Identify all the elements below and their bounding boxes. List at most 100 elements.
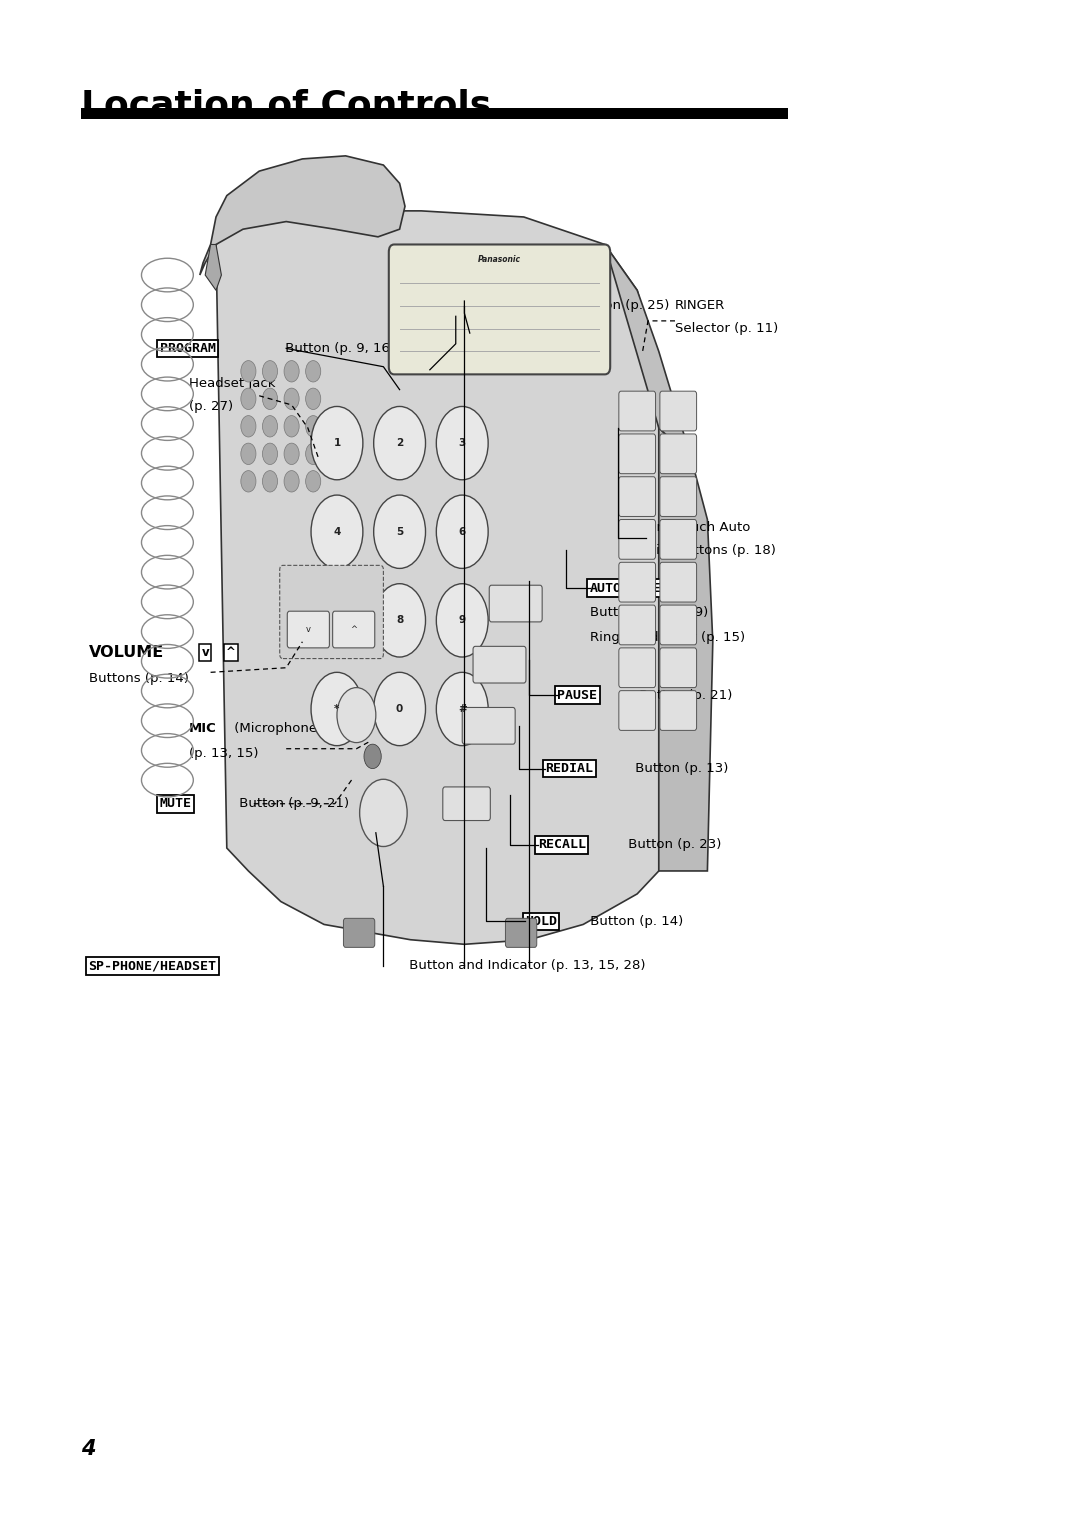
Circle shape: [284, 471, 299, 492]
Text: #: #: [458, 704, 467, 714]
Text: Display (p. 5): Display (p. 5): [437, 287, 526, 299]
Text: RINGER: RINGER: [675, 299, 726, 312]
FancyBboxPatch shape: [333, 611, 375, 648]
Text: AUTO/LOWER: AUTO/LOWER: [590, 582, 670, 594]
Circle shape: [311, 406, 363, 480]
Polygon shape: [659, 428, 713, 871]
Circle shape: [306, 471, 321, 492]
Circle shape: [262, 443, 278, 465]
Text: Button (p. 21): Button (p. 21): [635, 689, 732, 701]
Text: DIAL LOCK: DIAL LOCK: [435, 299, 508, 312]
Text: Dial Buttons (p. 18): Dial Buttons (p. 18): [646, 544, 775, 556]
Text: SP-PHONE/HEADSET: SP-PHONE/HEADSET: [89, 960, 217, 972]
FancyBboxPatch shape: [462, 707, 515, 744]
Text: ^: ^: [350, 625, 356, 634]
FancyBboxPatch shape: [619, 562, 656, 602]
Circle shape: [262, 361, 278, 382]
Text: 1: 1: [334, 439, 340, 448]
Circle shape: [284, 388, 299, 410]
Text: Ringer Indicator (p. 15): Ringer Indicator (p. 15): [590, 631, 745, 643]
Text: 7: 7: [334, 616, 340, 625]
Text: REDIAL: REDIAL: [545, 762, 593, 775]
FancyBboxPatch shape: [619, 391, 656, 431]
FancyBboxPatch shape: [389, 244, 610, 374]
Circle shape: [311, 672, 363, 746]
Circle shape: [311, 584, 363, 657]
Text: PAUSE: PAUSE: [557, 689, 597, 701]
Polygon shape: [605, 244, 691, 458]
Text: Headset Jack: Headset Jack: [189, 377, 275, 390]
Text: Button (p. 14): Button (p. 14): [586, 915, 684, 927]
FancyBboxPatch shape: [287, 611, 329, 648]
Circle shape: [262, 388, 278, 410]
FancyBboxPatch shape: [619, 691, 656, 730]
Text: PROGRAM: PROGRAM: [160, 342, 216, 354]
Text: ^: ^: [226, 646, 237, 659]
FancyBboxPatch shape: [619, 477, 656, 516]
Circle shape: [374, 672, 426, 746]
FancyBboxPatch shape: [660, 605, 697, 645]
Text: One-Touch Auto: One-Touch Auto: [646, 521, 751, 533]
Circle shape: [436, 672, 488, 746]
Text: 0: 0: [396, 704, 403, 714]
FancyBboxPatch shape: [280, 565, 383, 659]
Text: Button (p. 9, 21): Button (p. 9, 21): [235, 798, 350, 810]
Circle shape: [364, 744, 381, 769]
Polygon shape: [200, 156, 405, 275]
FancyBboxPatch shape: [660, 391, 697, 431]
Circle shape: [241, 416, 256, 437]
FancyBboxPatch shape: [619, 434, 656, 474]
Circle shape: [374, 406, 426, 480]
Text: (p. 27): (p. 27): [189, 400, 233, 413]
FancyBboxPatch shape: [443, 787, 490, 821]
Text: (p. 13, 15): (p. 13, 15): [189, 747, 258, 759]
FancyBboxPatch shape: [660, 691, 697, 730]
FancyBboxPatch shape: [660, 648, 697, 688]
Text: Button (p. 23): Button (p. 23): [624, 839, 721, 851]
Circle shape: [241, 361, 256, 382]
FancyBboxPatch shape: [81, 108, 788, 119]
Circle shape: [284, 416, 299, 437]
FancyBboxPatch shape: [619, 520, 656, 559]
Text: Button (p. 13): Button (p. 13): [631, 762, 728, 775]
Text: 6: 6: [459, 527, 465, 536]
Circle shape: [374, 584, 426, 657]
Text: 4: 4: [81, 1438, 95, 1459]
Circle shape: [284, 443, 299, 465]
FancyBboxPatch shape: [660, 520, 697, 559]
Text: 4: 4: [334, 527, 340, 536]
Circle shape: [241, 471, 256, 492]
FancyBboxPatch shape: [619, 648, 656, 688]
Text: Button (p. 25): Button (p. 25): [572, 299, 670, 312]
Circle shape: [306, 443, 321, 465]
FancyBboxPatch shape: [343, 918, 375, 947]
Circle shape: [262, 471, 278, 492]
Circle shape: [306, 361, 321, 382]
Text: Panasonic: Panasonic: [477, 255, 521, 264]
Text: Button (p. 9, 16): Button (p. 9, 16): [281, 342, 395, 354]
Text: Location of Controls: Location of Controls: [81, 89, 491, 122]
FancyBboxPatch shape: [473, 646, 526, 683]
Circle shape: [284, 361, 299, 382]
Text: RECALL: RECALL: [538, 839, 585, 851]
Text: 2: 2: [396, 439, 403, 448]
Text: HOLD: HOLD: [525, 915, 557, 927]
Text: MUTE: MUTE: [160, 798, 192, 810]
Text: 5: 5: [396, 527, 403, 536]
Circle shape: [360, 779, 407, 847]
Polygon shape: [216, 211, 659, 944]
Text: v: v: [201, 646, 210, 659]
Text: (Microphone): (Microphone): [230, 723, 322, 735]
Text: Selector (p. 11): Selector (p. 11): [675, 322, 779, 335]
FancyBboxPatch shape: [619, 605, 656, 645]
FancyBboxPatch shape: [505, 918, 537, 947]
Text: Button and Indicator (p. 13, 15, 28): Button and Indicator (p. 13, 15, 28): [405, 960, 646, 972]
Text: 3: 3: [459, 439, 465, 448]
Circle shape: [436, 495, 488, 568]
FancyBboxPatch shape: [660, 477, 697, 516]
Text: MIC: MIC: [189, 723, 217, 735]
Text: VOLUME: VOLUME: [89, 645, 164, 660]
Text: 8: 8: [396, 616, 403, 625]
Text: v: v: [306, 625, 310, 634]
Circle shape: [337, 688, 376, 743]
